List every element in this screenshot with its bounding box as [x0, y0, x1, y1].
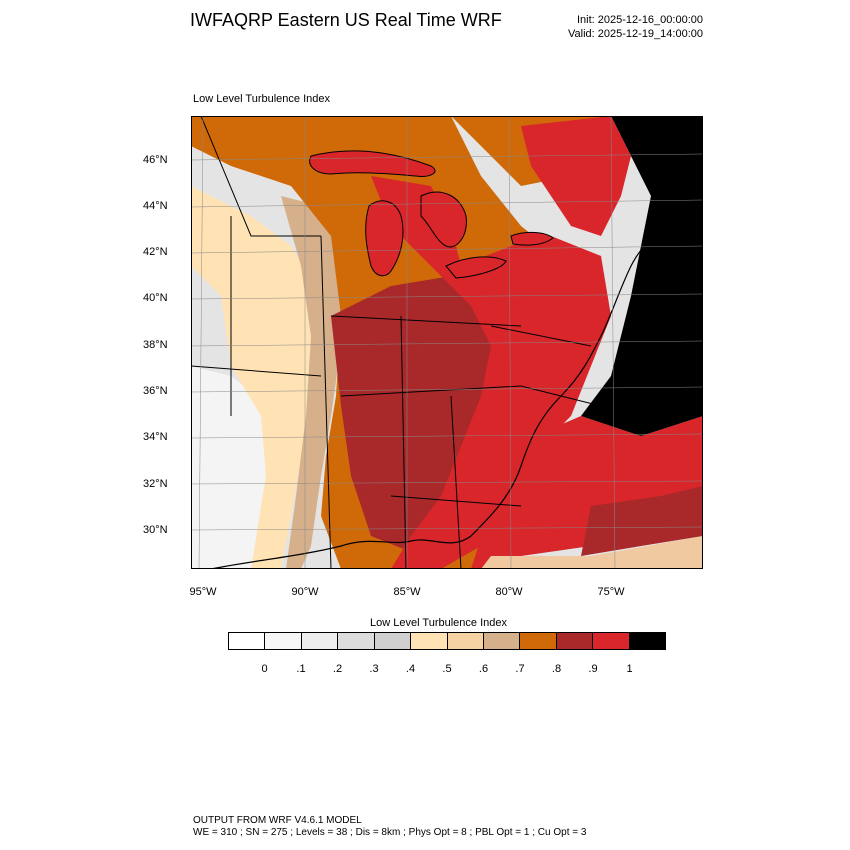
lake-huron — [420, 191, 467, 248]
lake-superior — [309, 150, 436, 177]
map-subtitle: Low Level Turbulence Index — [193, 93, 330, 105]
lake-ontario — [510, 231, 554, 246]
colorbar-cell — [593, 633, 630, 649]
lat-label-42: 42°N — [143, 246, 168, 258]
colorbar-tick-label: 0 — [261, 663, 268, 675]
lon-label-90: 90°W — [291, 586, 319, 598]
colorbar-tick-label: .7 — [515, 663, 525, 675]
lake-michigan — [365, 200, 404, 277]
lat-label-30: 30°N — [143, 524, 168, 536]
colorbar-cell — [338, 633, 375, 649]
colorbar-cell — [629, 633, 666, 649]
colorbar-tick-label: 1 — [626, 663, 633, 675]
lat-label-38: 38°N — [143, 339, 168, 351]
colorbar-title: Low Level Turbulence Index — [370, 617, 507, 629]
colorbar-cell — [411, 633, 448, 649]
colorbar-cell — [447, 633, 484, 649]
colorbar-tick-label: .8 — [551, 663, 562, 675]
init-time: Init: 2025-12-16_00:00:00 — [577, 14, 703, 26]
colorbar-tick-label: .1 — [296, 663, 306, 675]
graticule — [191, 116, 703, 569]
colorbar-cell — [483, 633, 521, 649]
red-region — [371, 176, 611, 569]
lon-label-75: 75°W — [597, 586, 625, 598]
tan-region — [281, 196, 341, 569]
lat-label-36: 36°N — [143, 385, 168, 397]
colorbar-cell — [374, 633, 412, 649]
max-index-region — [581, 116, 703, 436]
lake-erie — [445, 256, 507, 279]
lon-label-85: 85°W — [393, 586, 421, 598]
colorbar-tick-label: .2 — [332, 663, 343, 675]
colorbar-cell — [301, 633, 339, 649]
footer-config-line: WE = 310 ; SN = 275 ; Levels = 38 ; Dis … — [193, 827, 587, 838]
colorbar-cell — [520, 633, 557, 649]
map-panel — [191, 116, 703, 569]
lat-label-32: 32°N — [143, 478, 168, 490]
colorbar-tick-label: .9 — [588, 663, 598, 675]
map-border — [191, 116, 703, 569]
peach-region — [191, 186, 331, 569]
valid-time: Valid: 2025-12-19_14:00:00 — [568, 28, 703, 40]
main-title: IWFAQRP Eastern US Real Time WRF — [190, 10, 502, 30]
coastline — [210, 205, 703, 569]
lon-label-80: 80°W — [495, 586, 523, 598]
colorbar-tick-label: .4 — [405, 663, 416, 675]
colorbar-cell — [265, 633, 302, 649]
lat-label-44: 44°N — [143, 200, 168, 212]
red-speckle-region — [521, 116, 631, 236]
low-index-region — [191, 366, 281, 569]
colorbar-cell — [229, 633, 266, 649]
colorbar-cell — [556, 633, 594, 649]
colorbar-tick-label: .6 — [478, 663, 489, 675]
footer-model-line: OUTPUT FROM WRF V4.6.1 MODEL — [193, 815, 362, 826]
lat-label-34: 34°N — [143, 431, 168, 443]
ocean-dark-red-band — [581, 486, 703, 556]
lat-label-40: 40°N — [143, 292, 168, 304]
colorbar-tick-label: .5 — [442, 663, 452, 675]
lon-label-95: 95°W — [189, 586, 217, 598]
ocean-peach-band — [481, 536, 703, 569]
colorbar-tick-label: .3 — [369, 663, 379, 675]
colorbar — [228, 632, 666, 650]
lat-label-46: 46°N — [143, 154, 168, 166]
